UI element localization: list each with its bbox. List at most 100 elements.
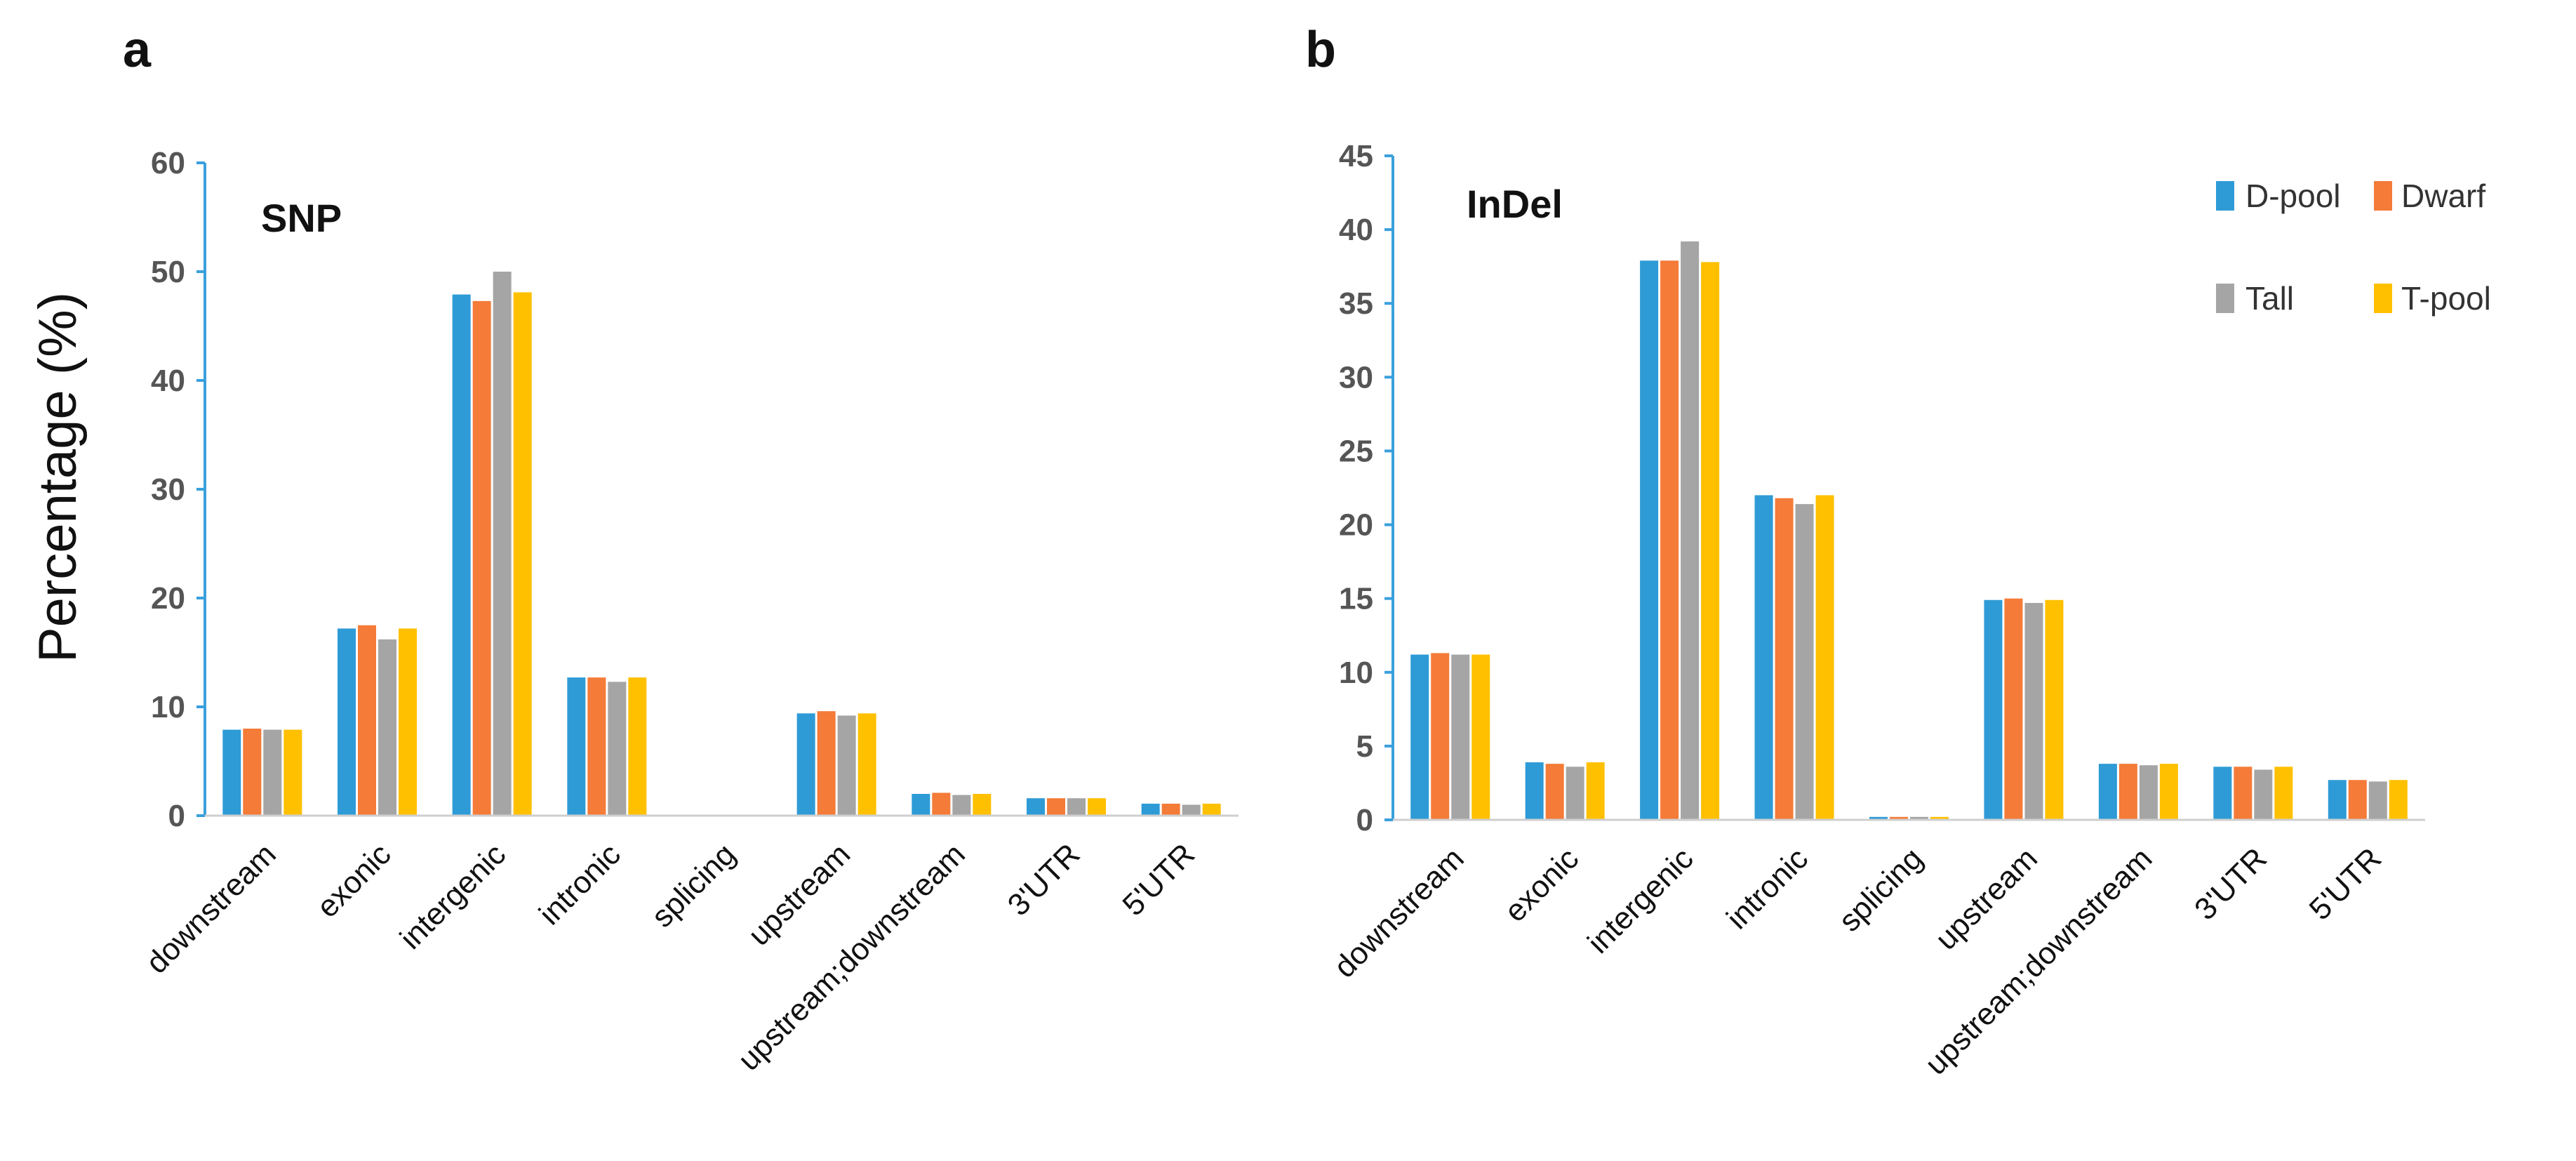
y-tick-label: 0 [168, 799, 185, 833]
bar-tall-upstream [837, 715, 856, 816]
bar-tall-splicing [1910, 816, 1928, 820]
bar-t-pool-3-utr [1088, 798, 1106, 816]
bar-tall-5-utr [2368, 781, 2387, 820]
x-tick-label-upstream-downstream: upstream;downstream [731, 837, 971, 1077]
panel-letter-a: a [123, 22, 152, 78]
bar-dwarf-intronic [587, 677, 606, 816]
bar-d-pool-exonic [338, 628, 356, 816]
panel-a-snp-chart: a SNP Percentage (%) 0 10 20 30 40 50 60 downs… [28, 22, 1239, 1077]
bar-d-pool-downstream [222, 729, 241, 816]
bar-d-pool-exonic [1525, 762, 1544, 820]
y-tick-label: 35 [1339, 286, 1373, 321]
bar-tall-3-utr [2254, 769, 2273, 820]
legend-label-tall: Tall [2245, 280, 2294, 317]
y-tick-label: 15 [1339, 582, 1373, 616]
legend-label-dwarf: Dwarf [2401, 178, 2485, 214]
chart-title-indel: InDel [1467, 182, 1563, 226]
bar-d-pool-intergenic [1640, 260, 1659, 820]
x-tick-label-exonic: exonic [1498, 841, 1586, 929]
y-axis-label: Percentage (%) [28, 292, 88, 663]
bar-t-pool-exonic [399, 628, 417, 816]
bars-a [222, 272, 1221, 816]
y-tick-label: 30 [1339, 360, 1373, 394]
y-tick-label: 5 [1356, 729, 1373, 764]
bar-dwarf-5-utr [1161, 803, 1180, 816]
bar-t-pool-exonic [1586, 762, 1605, 820]
bar-tall-3-utr [1067, 798, 1086, 816]
x-tick-label-intronic: intronic [533, 837, 627, 931]
y-tick-label: 50 [151, 255, 185, 289]
bar-d-pool-3-utr [2213, 767, 2232, 820]
bar-t-pool-upstream [2045, 599, 2064, 820]
bar-d-pool-intronic [567, 677, 586, 816]
bar-tall-intronic [1795, 504, 1814, 820]
bar-d-pool-upstream-downstream [2098, 764, 2117, 820]
bar-dwarf-5-utr [2348, 780, 2367, 820]
bar-t-pool-intergenic [513, 292, 532, 816]
bar-t-pool-intronic [1815, 495, 1834, 820]
bar-t-pool-3-utr [2274, 767, 2293, 820]
bar-d-pool-5-utr [1141, 803, 1160, 816]
x-tick-label-3-utr: 3'UTR [2188, 841, 2274, 927]
bar-tall-5-utr [1182, 804, 1201, 816]
bar-tall-upstream-downstream [952, 795, 971, 816]
bar-dwarf-upstream-downstream [2118, 764, 2137, 820]
bar-dwarf-upstream-downstream [932, 792, 951, 816]
bar-t-pool-5-utr [1202, 803, 1221, 816]
legend-label-d-pool: D-pool [2245, 178, 2341, 214]
bar-dwarf-intergenic [1660, 260, 1679, 820]
y-axis-ticks-b: 0 5 10 15 20 25 30 35 40 45 [1339, 139, 1393, 837]
y-tick-label: 60 [151, 146, 185, 180]
bar-dwarf-exonic [358, 625, 376, 816]
bar-dwarf-upstream [817, 711, 836, 816]
bar-tall-intergenic [1681, 241, 1700, 820]
bar-d-pool-downstream [1410, 654, 1429, 820]
bar-tall-upstream [2024, 602, 2043, 820]
bar-dwarf-downstream [243, 729, 262, 816]
bar-tall-downstream [263, 729, 282, 816]
bar-t-pool-splicing [1930, 816, 1949, 820]
x-tick-label-intergenic: intergenic [394, 837, 513, 956]
bar-t-pool-downstream [1471, 654, 1490, 820]
bar-tall-intergenic [493, 272, 512, 816]
bar-dwarf-exonic [1545, 764, 1564, 820]
x-tick-label-splicing: splicing [645, 837, 742, 934]
y-tick-label: 20 [151, 581, 185, 616]
bar-t-pool-upstream [857, 713, 876, 816]
y-tick-label: 40 [1339, 213, 1373, 247]
x-tick-label-5-utr: 5'UTR [1116, 837, 1201, 922]
bar-dwarf-3-utr [2234, 767, 2253, 820]
y-tick-label: 45 [1339, 139, 1373, 173]
panel-letter-b: b [1305, 22, 1336, 78]
bars-b [1410, 241, 2408, 820]
y-tick-label: 10 [1339, 656, 1373, 690]
y-tick-label: 20 [1339, 508, 1373, 543]
bar-dwarf-upstream [2004, 598, 2023, 820]
y-axis-ticks-a: 0 10 20 30 40 50 60 [151, 146, 205, 833]
legend-swatch-t-pool [2374, 284, 2392, 313]
bar-tall-downstream [1451, 654, 1470, 820]
bar-tall-upstream-downstream [2139, 765, 2158, 820]
x-tick-label-intergenic: intergenic [1581, 841, 1700, 960]
x-tick-label-downstream: downstream [1328, 841, 1471, 984]
bar-dwarf-splicing [1890, 816, 1908, 820]
bar-t-pool-upstream-downstream [973, 794, 992, 816]
bar-d-pool-3-utr [1027, 798, 1045, 816]
bar-t-pool-upstream-downstream [2159, 764, 2178, 820]
legend-label-t-pool: T-pool [2401, 280, 2491, 317]
bar-d-pool-intronic [1754, 495, 1773, 820]
bar-tall-intronic [608, 682, 627, 816]
y-tick-label: 25 [1339, 434, 1373, 468]
legend: D-pool Dwarf Tall T-pool [2216, 178, 2491, 317]
x-tick-label-5-utr: 5'UTR [2303, 841, 2389, 927]
bar-d-pool-splicing [1869, 816, 1888, 820]
bar-tall-exonic [378, 639, 396, 816]
bar-d-pool-upstream-downstream [912, 794, 930, 816]
bar-d-pool-upstream [796, 713, 815, 816]
bar-dwarf-downstream [1431, 653, 1450, 820]
y-tick-label: 30 [151, 472, 185, 507]
x-tick-label-exonic: exonic [310, 837, 398, 924]
bar-dwarf-3-utr [1047, 798, 1065, 816]
